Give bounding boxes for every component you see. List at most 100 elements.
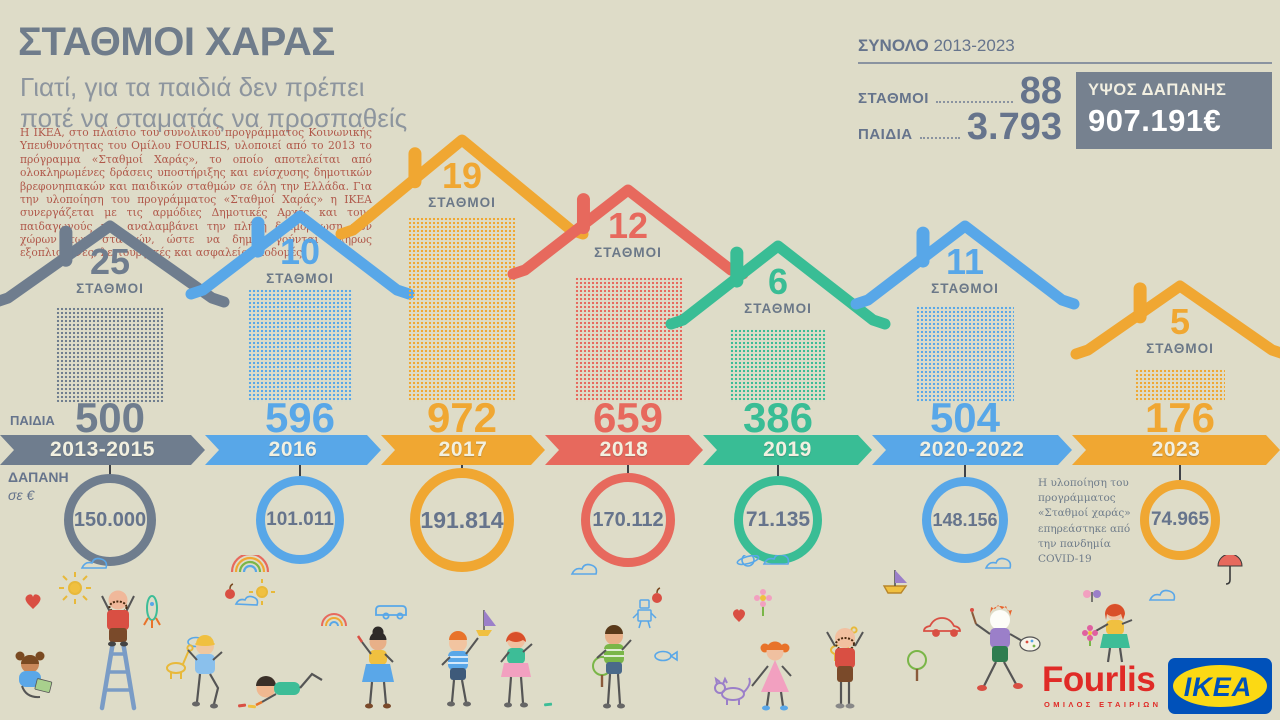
child-figure-boat-boy bbox=[441, 610, 496, 707]
child-figure-sitting-girl bbox=[15, 651, 53, 699]
fourlis-logo: Fourlis ΟΜΙΛΟΣ ΕΤΑΙΡΙΩΝ bbox=[1042, 662, 1161, 709]
spend-circle: 170.112 bbox=[581, 473, 675, 567]
spend-value: 191.814 bbox=[420, 506, 504, 533]
spend-circle: 101.011 bbox=[256, 476, 344, 564]
spend-box-value: 907.191€ bbox=[1088, 103, 1222, 138]
subtitle-line-1: Γιατί, για τα παιδιά δεν πρέπει bbox=[20, 72, 365, 102]
timeline-tick bbox=[109, 465, 111, 475]
timeline-tick bbox=[461, 465, 463, 469]
timeline-segment: 2019 bbox=[703, 435, 872, 465]
total-spend-box: ΥΨΟΣ ΔΑΠΑΝΗΣ 907.191€ bbox=[1076, 72, 1272, 149]
children-dot-grid bbox=[1135, 369, 1225, 402]
spend-value: 71.135 bbox=[745, 508, 811, 531]
stations-unit-label: ΣΤΑΘΜΟΙ bbox=[76, 281, 144, 296]
house-roof bbox=[185, 210, 415, 300]
ikea-logo-oval bbox=[1173, 665, 1267, 707]
flower-doodle bbox=[754, 589, 772, 616]
timeline-tick bbox=[299, 465, 301, 477]
child-figure-beard-kid bbox=[826, 628, 864, 709]
child-figure-lying-boy bbox=[255, 672, 323, 707]
child-figure-bob-girl bbox=[500, 631, 533, 708]
ladder bbox=[99, 633, 137, 711]
child-figure-painter-boy bbox=[970, 605, 1041, 691]
stations-count: 12 bbox=[607, 205, 649, 246]
spend-circle: 148.156 bbox=[922, 477, 1008, 563]
house-roof bbox=[1070, 280, 1280, 360]
apple-doodle bbox=[225, 583, 662, 603]
children-count: 972 bbox=[426, 394, 498, 441]
timeline-period-label: 2018 bbox=[599, 438, 649, 461]
stations-count: 10 bbox=[279, 231, 321, 272]
children-count: 176 bbox=[1144, 394, 1216, 441]
summary-children-label: ΠΑΙΔΙΑ bbox=[858, 126, 913, 143]
planet-doodle bbox=[736, 555, 760, 567]
children-count: 386 bbox=[742, 394, 814, 441]
spend-value: 150.000 bbox=[73, 508, 147, 531]
timeline-segment: 2016 bbox=[205, 435, 381, 465]
stations-count: 19 bbox=[441, 155, 483, 196]
timeline-period-label: 2019 bbox=[763, 438, 812, 461]
summary-title: ΣΥΝΟΛΟ 2013-2023 bbox=[858, 36, 1272, 56]
spend-value: 170.112 bbox=[592, 508, 664, 531]
summary-stations-row: ΣΤΑΘΜΟΙ 88 bbox=[858, 70, 1062, 112]
stations-count: 25 bbox=[89, 241, 131, 282]
spend-value: 101.011 bbox=[266, 509, 334, 530]
children-dot-grid bbox=[730, 329, 826, 402]
spend-value: 74.965 bbox=[1150, 509, 1210, 530]
timeline-segment: 2017 bbox=[381, 435, 545, 465]
sun-doodle bbox=[249, 579, 275, 605]
children-row-label: ΠΑΙΔΙΑ bbox=[10, 413, 55, 428]
timeline-segment: 2020-2022 bbox=[872, 435, 1072, 465]
summary-children-row: ΠΑΙΔΙΑ 3.793 bbox=[858, 108, 1062, 146]
rocket-doodle bbox=[143, 595, 161, 628]
summary-stations-value: 88 bbox=[1019, 70, 1062, 112]
spend-box-label: ΥΨΟΣ ΔΑΠΑΝΗΣ bbox=[1088, 81, 1227, 99]
children-count: 504 bbox=[929, 394, 1001, 441]
covid-note: Η υλοποίηση του προγράμματος «Σταθμοί χα… bbox=[1038, 477, 1131, 566]
children-illustration bbox=[15, 555, 1243, 711]
spend-circle: 74.965 bbox=[1140, 480, 1220, 560]
cloud-doodle bbox=[80, 555, 1176, 606]
spend-row-label: ΔΑΠΑΝΗ σε € bbox=[8, 468, 69, 504]
rainbow-doodle bbox=[230, 555, 270, 573]
cat-doodle bbox=[714, 676, 751, 705]
rainbow-doodle bbox=[321, 613, 347, 627]
stations-unit-label: ΣΤΑΘΜΟΙ bbox=[594, 245, 662, 260]
stations-count: 5 bbox=[1169, 301, 1191, 342]
timeline: 2013-2015 2016 2017 2018 2019 2020-2022 2023 bbox=[0, 435, 1280, 465]
children-count: 596 bbox=[264, 394, 336, 441]
child-figure-ladder-painter bbox=[101, 590, 135, 647]
heart-doodle bbox=[25, 594, 745, 622]
spend-circle: 71.135 bbox=[734, 476, 822, 564]
ikea-registered-mark bbox=[1259, 671, 1263, 675]
ikea-wordmark: IKEA bbox=[1184, 672, 1253, 702]
child-figure-pink-girl bbox=[751, 641, 792, 711]
summary-divider bbox=[858, 62, 1272, 64]
spend-row-label-line2: σε € bbox=[8, 487, 35, 504]
car-doodle bbox=[923, 617, 961, 637]
stations-count: 11 bbox=[945, 241, 985, 282]
spend-row-label-line1: ΔΑΠΑΝΗ bbox=[8, 469, 69, 485]
stations-unit-label: ΣΤΑΘΜΟΙ bbox=[1146, 341, 1214, 356]
timeline-period-label: 2023 bbox=[1151, 438, 1201, 461]
ikea-logo: IKEA bbox=[1168, 658, 1272, 714]
spend-value: 148.156 bbox=[932, 509, 998, 530]
summary-period: 2013-2023 bbox=[933, 36, 1015, 55]
timeline-segment: 2018 bbox=[545, 435, 703, 465]
stations-count: 6 bbox=[767, 261, 789, 302]
children-count: 659 bbox=[592, 394, 664, 441]
fourlis-wordmark: Fourlis bbox=[1042, 660, 1156, 699]
child-figure-cap-boy bbox=[187, 635, 223, 709]
children-dot-grid bbox=[574, 277, 682, 402]
timeline-period-label: 2013-2015 bbox=[50, 438, 155, 461]
summary-label: ΣΥΝΟΛΟ bbox=[858, 36, 929, 55]
page-title: ΣΤΑΘΜΟΙ ΧΑΡΑΣ bbox=[18, 20, 335, 64]
sun-doodle bbox=[59, 572, 91, 604]
butterfly-doodle bbox=[1083, 590, 1101, 602]
timeline-period-label: 2016 bbox=[268, 438, 318, 461]
stations-unit-label: ΣΤΑΘΜΟΙ bbox=[931, 281, 999, 296]
children-count: 500 bbox=[74, 394, 146, 441]
dotted-leader bbox=[919, 137, 960, 139]
robot-doodle bbox=[632, 599, 657, 629]
